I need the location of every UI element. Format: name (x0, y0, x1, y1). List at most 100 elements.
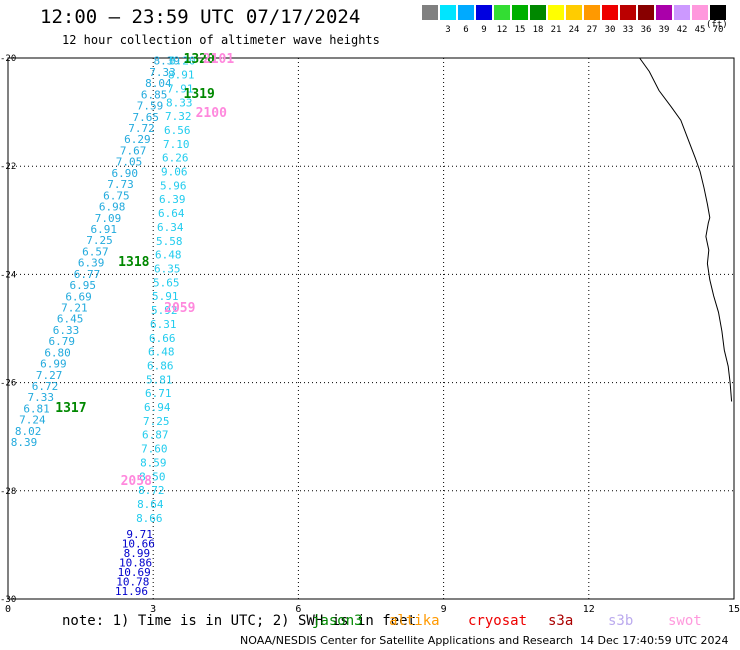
wave-height-label: 7.32 (165, 110, 192, 123)
wave-height-label: 6.34 (157, 221, 184, 234)
legend-swatch (548, 5, 564, 20)
wave-height-label: 6.85 (141, 88, 168, 101)
wave-height-label: 6.57 (82, 245, 109, 258)
x-tick-label: 3 (150, 604, 156, 615)
track-pass-label: 1319 (184, 87, 215, 102)
wave-height-label: 6.90 (112, 167, 139, 180)
wave-height-label: 6.29 (124, 133, 151, 146)
legend-label: 36 (640, 25, 652, 35)
legend-label: 6 (463, 25, 469, 35)
wave-height-label: 6.94 (144, 401, 171, 414)
wave-height-label: 10.66 (122, 538, 155, 551)
wave-height-label: 6.81 (23, 402, 50, 415)
wave-height-label: 8.91 (168, 69, 195, 82)
track-pass-label: 2100 (196, 106, 227, 121)
legend-label: 27 (586, 25, 598, 35)
wave-height-label: 5.96 (160, 179, 187, 192)
legend-unit: (ft) (706, 20, 728, 30)
wave-height-label: 7.09 (95, 212, 122, 225)
wave-height-label: 8.72 (138, 484, 165, 497)
y-tick-label: -22 (0, 162, 16, 172)
legend-label: 21 (550, 25, 562, 35)
page-title: 12:00 — 23:59 UTC 07/17/2024 (40, 6, 361, 28)
wave-height-label: 6.80 (44, 346, 71, 359)
wave-height-label: 7.10 (163, 138, 190, 151)
legend-swatch (512, 5, 528, 20)
wave-height-label: 6.39 (159, 193, 186, 206)
track-pass-label: 2058 (121, 474, 152, 489)
legend-label: 45 (694, 25, 706, 35)
coastline (639, 57, 733, 402)
wave-height-label: 7.24 (19, 414, 46, 427)
generation-timestamp: 14 Dec 17:40:59 UTC 2024 (580, 634, 729, 647)
wave-height-label: 5.58 (156, 235, 183, 248)
satellite-name: s3b (608, 613, 634, 629)
legend-swatch (422, 5, 438, 20)
legend-swatch (692, 5, 708, 20)
wave-height-label: 7.72 (128, 122, 155, 135)
wave-height-label: 7.67 (120, 144, 147, 157)
legend-swatch (584, 5, 600, 20)
wave-height-label: 9.06 (161, 166, 188, 179)
x-tick-label: 12 (583, 604, 595, 615)
footer-note: note: 1) Time is in UTC; 2) SWH is in fe… (62, 613, 417, 629)
credit-line: NOAA/NESDIS Center for Satellite Applica… (240, 634, 574, 647)
wave-height-label: 6.39 (78, 257, 105, 270)
legend-swatch (638, 5, 654, 20)
legend-swatch (620, 5, 636, 20)
wave-height-label: 7.60 (141, 443, 168, 456)
legend-label: 15 (514, 25, 526, 35)
wave-height-label: 6.87 (142, 429, 169, 442)
y-tick-label: -20 (0, 54, 16, 64)
wave-height-label: 6.26 (162, 152, 189, 165)
legend-swatch (674, 5, 690, 20)
legend-label: 9 (481, 25, 487, 35)
wave-height-label: 8.04 (145, 77, 172, 90)
wave-height-label: 6.95 (70, 279, 97, 292)
wave-height-label: 6.72 (32, 380, 59, 393)
wave-height-label: 8.33 (166, 96, 193, 109)
wave-height-label: 9.71 (126, 528, 153, 541)
wave-height-label: 11.96 (115, 585, 148, 598)
legend-swatch (566, 5, 582, 20)
satellite-name: cryosat (468, 613, 528, 629)
legend-label: 30 (604, 25, 616, 35)
wave-height-label: 7.25 (143, 415, 170, 428)
track-pass-label: 2101 (203, 52, 234, 67)
wave-height-label: 6.91 (91, 223, 118, 236)
wave-height-label: 8.02 (15, 425, 42, 438)
satellite-name: jason3 (312, 613, 363, 629)
y-tick-label: -30 (0, 595, 16, 605)
legend-swatch (458, 5, 474, 20)
wave-height-label: 6.79 (49, 335, 76, 348)
wave-height-label: 6.71 (145, 387, 172, 400)
track-pass-label: 2059 (164, 301, 195, 316)
wave-height-label: 6.45 (57, 313, 84, 326)
wave-height-label: 6.77 (74, 268, 101, 281)
wave-height-label: 6.99 (40, 358, 67, 371)
wave-height-label: 8.59 (140, 456, 167, 469)
track-pass-label: 1317 (55, 401, 86, 416)
legend-label: 24 (568, 25, 580, 35)
wave-height-label: 7.91 (167, 82, 194, 95)
satellite-name: altika (389, 613, 440, 629)
wave-height-label: 7.33 (28, 391, 55, 404)
wave-height-label: 6.48 (148, 346, 175, 359)
satellite-name: swot (668, 613, 702, 629)
wave-height-label: 5.65 (153, 276, 180, 289)
wave-height-label: 5.91 (152, 290, 179, 303)
legend-swatch (530, 5, 546, 20)
wave-height-label: 6.69 (65, 290, 92, 303)
legend-swatch (494, 5, 510, 20)
wave-height-label: 7.73 (107, 178, 134, 191)
wave-height-label: 5.81 (146, 373, 173, 386)
wave-height-label: 8.50 (139, 470, 166, 483)
wave-height-label: 8.66 (136, 512, 163, 525)
wave-height-label: 7.33 (149, 66, 176, 79)
y-tick-label: -28 (0, 487, 16, 497)
legend-label: 39 (658, 25, 670, 35)
wave-height-label: 6.98 (99, 201, 126, 214)
legend-label: 18 (532, 25, 544, 35)
x-tick-label: 9 (441, 604, 447, 615)
